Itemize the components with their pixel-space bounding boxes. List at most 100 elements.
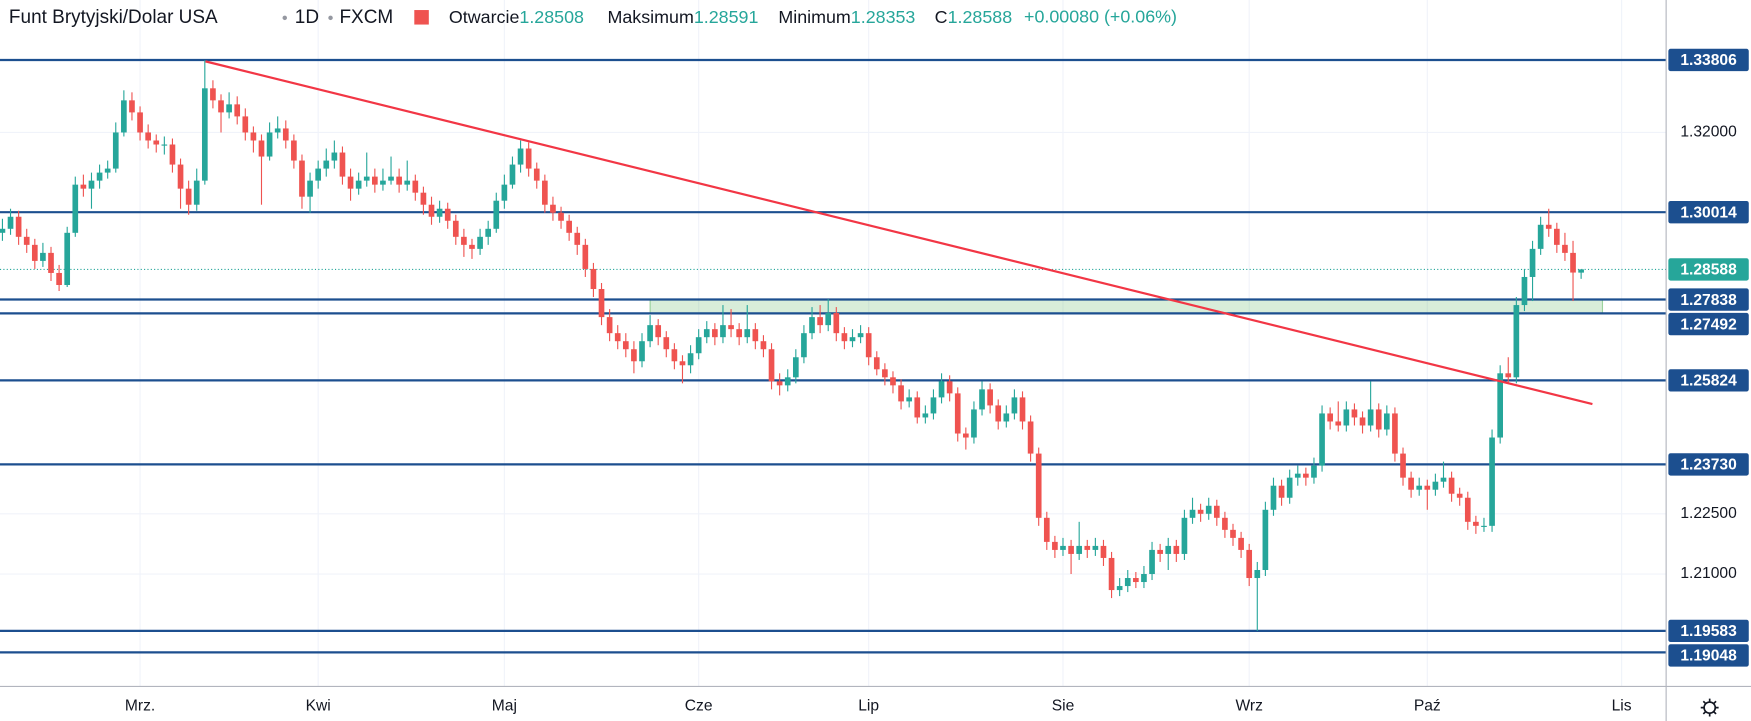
candle-body [1254,569,1261,579]
value: 1.28508 [519,7,584,27]
candle-body [647,325,653,342]
candle-body [250,132,257,141]
candle-body [857,333,864,338]
candle-body [971,409,977,438]
level-label: 1.19583 [1680,623,1737,640]
level-label-box [1668,312,1749,336]
candle-body [1554,228,1560,245]
candle-body [1473,521,1479,526]
candle-body [663,337,670,350]
x-tick-label: Lis [1612,698,1632,715]
candle-body [31,244,38,261]
level-layer [0,58,1667,654]
candle-body [914,397,921,418]
candle-body [825,313,832,326]
zone-layer [649,298,1604,314]
candle-body [784,377,791,386]
candle-body [501,184,508,201]
candle-body [444,208,451,221]
header: Funt Brytyjski/Dolar USA 1D FXCM Otwarci… [9,7,1177,28]
candle-body [979,389,985,410]
candle-body [809,317,815,334]
candle-body [0,228,6,233]
candle-body [96,172,103,181]
source: FXCM [339,7,393,28]
candle-body [1481,525,1487,527]
candle-body [1537,224,1544,249]
ohlc-open: Otwarcie1.28508 [449,7,584,27]
separator [282,15,287,21]
value: 1.28591 [694,7,759,27]
candle-body [542,180,548,205]
candle-body [631,349,637,362]
candle-body [687,353,694,366]
label: C [935,7,948,27]
candle-body [1303,473,1309,478]
candle-body [695,337,702,354]
candle-body [234,104,241,117]
candle-body [1205,505,1212,514]
candle-body [1116,586,1123,591]
candle-body [590,268,597,290]
candle-body [210,88,216,101]
candle-body [452,220,459,237]
candle-body [1432,481,1439,490]
y-tick-label: 1.21000 [1680,565,1737,582]
candle-body [1351,409,1358,418]
trend-line [205,60,1593,406]
candle-body [15,216,22,237]
candle-body [64,232,71,285]
market-status-icon[interactable] [414,10,429,25]
value: 1.28353 [851,7,916,27]
level-label: 1.30014 [1680,204,1737,221]
candle-body [873,357,880,370]
candle-body [404,180,411,185]
label: Minimum [778,7,850,27]
candle-body [509,164,516,185]
candle-body [1562,244,1568,253]
candle-body [533,168,540,181]
grid [0,0,1667,687]
candle-body [1181,517,1188,554]
candle-body [1124,578,1131,587]
candle-body [1043,517,1050,542]
candle-body [574,232,581,245]
candle-body [40,252,46,261]
candle-body [137,112,143,133]
candle-body [218,100,224,113]
candle-body [1076,545,1083,554]
candle-body [930,397,937,414]
candle-body [56,272,62,285]
candle-body [299,160,305,197]
gear-teeth[interactable] [1700,698,1719,717]
candle-body [1464,497,1471,522]
candle-body [266,132,273,157]
candle-body [849,337,856,342]
y-tick-label: 1.22500 [1680,505,1737,522]
y-tick-label: 1.32000 [1680,124,1737,141]
candle-body [1019,397,1026,422]
candle-body [728,325,734,330]
candle-body [922,413,929,418]
x-tick-label: Maj [492,698,517,715]
candle-body [671,349,678,362]
level-label: 1.27492 [1680,316,1737,333]
candle-body [1392,413,1398,454]
candle-body [177,164,184,189]
candle-body [817,317,823,326]
candle-body [1578,269,1584,273]
candle-body [655,325,662,338]
candle-body [121,100,127,133]
candle-body [517,148,524,165]
candle-body [493,200,500,229]
candle-body [169,144,176,165]
candle-body [760,341,767,350]
candle-body [736,329,742,338]
settings-button[interactable] [1700,698,1719,717]
candle-body [1230,529,1236,538]
candle-body [712,329,718,338]
candle-body [185,188,192,205]
candle-body [963,433,969,438]
level-label: 1.33806 [1680,52,1737,69]
